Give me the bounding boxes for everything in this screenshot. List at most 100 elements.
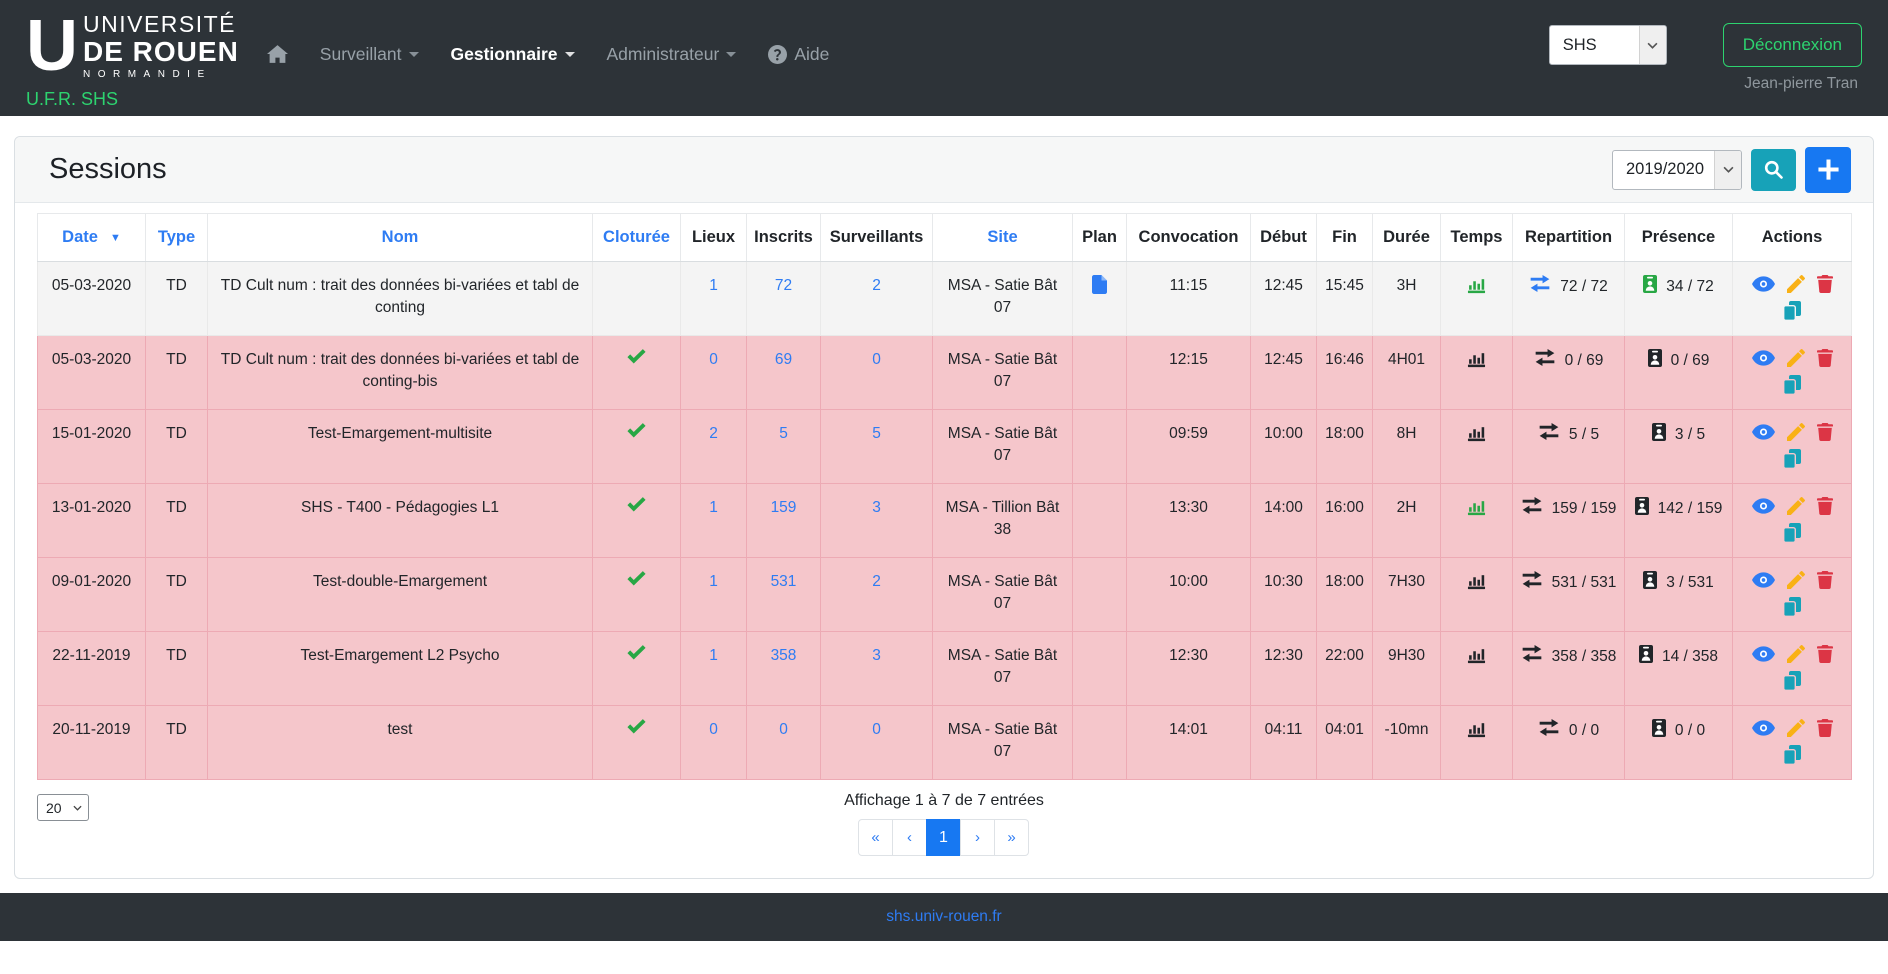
duplicate-icon[interactable] (1783, 597, 1801, 617)
delete-icon[interactable] (1817, 719, 1833, 737)
repartition-exchange-icon[interactable] (1538, 423, 1560, 440)
surveillants-link[interactable]: 3 (872, 647, 881, 664)
duplicate-icon[interactable] (1783, 375, 1801, 395)
presence-badge-icon[interactable] (1648, 349, 1662, 367)
inscrits-link[interactable]: 72 (775, 277, 792, 294)
pagination: « ‹ 1 › » (859, 819, 1029, 856)
nav-item-surveillant[interactable]: Surveillant (320, 44, 419, 65)
repartition-exchange-icon[interactable] (1534, 349, 1556, 366)
surveillants-link[interactable]: 2 (872, 573, 881, 590)
logout-button[interactable]: Déconnexion (1723, 23, 1862, 67)
surveillants-link[interactable]: 5 (872, 425, 881, 442)
edit-icon[interactable] (1787, 719, 1805, 737)
view-icon[interactable] (1752, 498, 1775, 514)
search-button[interactable] (1751, 149, 1796, 191)
view-icon[interactable] (1752, 572, 1775, 588)
page-1-button[interactable]: 1 (926, 819, 961, 856)
unit-select[interactable]: SHS (1549, 25, 1667, 65)
inscrits-link[interactable]: 531 (771, 573, 797, 590)
surveillants-link[interactable]: 2 (872, 277, 881, 294)
temps-chart-icon[interactable] (1467, 571, 1486, 590)
inscrits-link[interactable]: 69 (775, 351, 792, 368)
lieux-link[interactable]: 1 (709, 277, 718, 294)
nav-item-aide[interactable]: Aide (768, 44, 829, 65)
inscrits-link[interactable]: 0 (779, 721, 788, 738)
delete-icon[interactable] (1817, 645, 1833, 663)
inscrits-link[interactable]: 159 (771, 499, 797, 516)
repartition-exchange-icon[interactable] (1521, 497, 1543, 514)
edit-icon[interactable] (1787, 497, 1805, 515)
col-date[interactable]: Date▼ (38, 214, 146, 262)
repartition-exchange-icon[interactable] (1521, 645, 1543, 662)
view-icon[interactable] (1752, 720, 1775, 736)
duplicate-icon[interactable] (1783, 523, 1801, 543)
surveillants-link[interactable]: 0 (872, 721, 881, 738)
page-size-select[interactable]: 20 (37, 794, 89, 821)
view-icon[interactable] (1752, 276, 1775, 292)
page-prev-button[interactable]: ‹ (892, 819, 927, 856)
home-icon[interactable] (267, 45, 288, 63)
page-last-button[interactable]: » (994, 819, 1029, 856)
delete-icon[interactable] (1817, 497, 1833, 515)
cell-plan (1073, 410, 1127, 484)
repartition-count: 0 / 69 (1565, 349, 1604, 372)
actions-row-1 (1752, 645, 1833, 663)
delete-icon[interactable] (1817, 571, 1833, 589)
repartition-exchange-icon[interactable] (1529, 275, 1551, 292)
delete-icon[interactable] (1817, 275, 1833, 293)
inscrits-link[interactable]: 358 (771, 647, 797, 664)
delete-icon[interactable] (1817, 349, 1833, 367)
edit-icon[interactable] (1787, 275, 1805, 293)
presence-badge-icon[interactable] (1652, 423, 1666, 441)
page-first-button[interactable]: « (858, 819, 893, 856)
lieux-link[interactable]: 0 (709, 351, 718, 368)
col-site[interactable]: Site (933, 214, 1073, 262)
delete-icon[interactable] (1817, 423, 1833, 441)
temps-chart-icon[interactable] (1467, 497, 1486, 516)
presence-badge-icon[interactable] (1643, 571, 1657, 589)
lieux-link[interactable]: 0 (709, 721, 718, 738)
repartition-exchange-icon[interactable] (1538, 719, 1560, 736)
lieux-link[interactable]: 2 (709, 425, 718, 442)
nav-item-gestionnaire[interactable]: Gestionnaire (451, 44, 575, 65)
surveillants-link[interactable]: 3 (872, 499, 881, 516)
edit-icon[interactable] (1787, 423, 1805, 441)
add-session-button[interactable] (1805, 147, 1851, 193)
duplicate-icon[interactable] (1783, 745, 1801, 765)
repartition-group: 0 / 0 (1519, 719, 1618, 742)
duplicate-icon[interactable] (1783, 301, 1801, 321)
temps-chart-icon[interactable] (1467, 645, 1486, 664)
nav-item-administrateur[interactable]: Administrateur (607, 44, 737, 65)
footer-site-link[interactable]: shs.univ-rouen.fr (886, 908, 1001, 926)
view-icon[interactable] (1752, 350, 1775, 366)
presence-badge-icon[interactable] (1652, 719, 1666, 737)
presence-badge-icon[interactable] (1635, 497, 1649, 515)
temps-chart-icon[interactable] (1467, 719, 1486, 738)
duplicate-icon[interactable] (1783, 449, 1801, 469)
repartition-group: 159 / 159 (1519, 497, 1618, 520)
edit-icon[interactable] (1787, 349, 1805, 367)
edit-icon[interactable] (1787, 645, 1805, 663)
col-cloturee[interactable]: Cloturée (593, 214, 681, 262)
view-icon[interactable] (1752, 646, 1775, 662)
surveillants-link[interactable]: 0 (872, 351, 881, 368)
col-type[interactable]: Type (146, 214, 208, 262)
plan-file-icon[interactable] (1092, 275, 1107, 294)
lieux-link[interactable]: 1 (709, 499, 718, 516)
cell-convocation: 14:01 (1127, 706, 1251, 780)
inscrits-link[interactable]: 5 (779, 425, 788, 442)
view-icon[interactable] (1752, 424, 1775, 440)
col-nom[interactable]: Nom (208, 214, 593, 262)
presence-badge-icon[interactable] (1643, 275, 1657, 293)
presence-badge-icon[interactable] (1639, 645, 1653, 663)
edit-icon[interactable] (1787, 571, 1805, 589)
temps-chart-icon[interactable] (1467, 423, 1486, 442)
lieux-link[interactable]: 1 (709, 573, 718, 590)
repartition-exchange-icon[interactable] (1521, 571, 1543, 588)
year-select[interactable]: 2019/2020 (1612, 150, 1742, 190)
lieux-link[interactable]: 1 (709, 647, 718, 664)
duplicate-icon[interactable] (1783, 671, 1801, 691)
temps-chart-icon[interactable] (1467, 275, 1486, 294)
temps-chart-icon[interactable] (1467, 349, 1486, 368)
page-next-button[interactable]: › (960, 819, 995, 856)
